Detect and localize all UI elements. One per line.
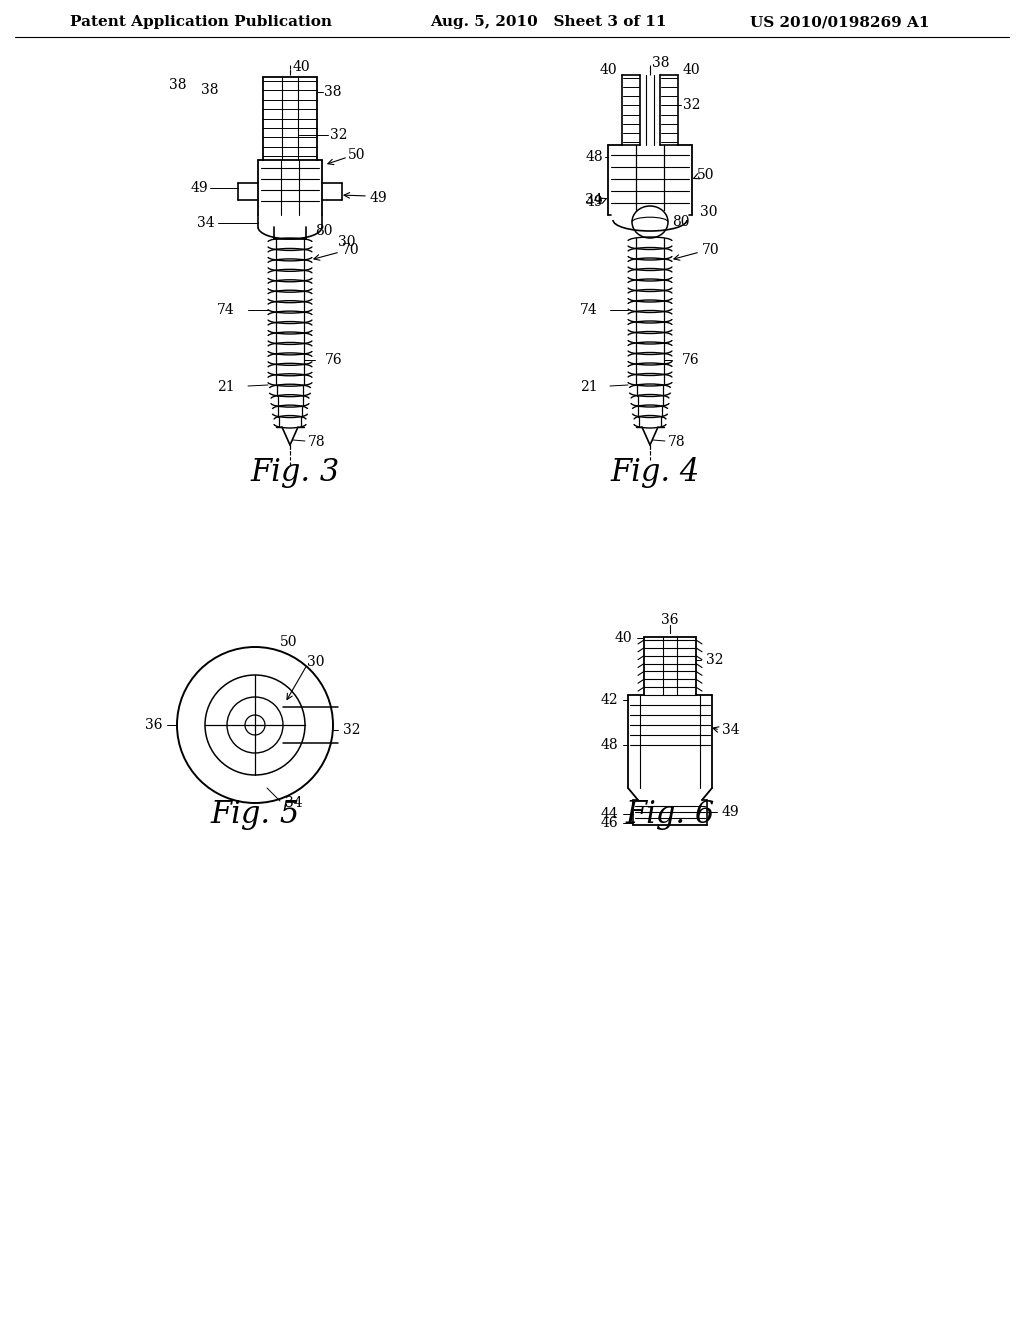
Text: 34: 34 [722,723,739,737]
Text: 80: 80 [315,224,333,238]
Text: 36: 36 [144,718,162,733]
Text: 50: 50 [697,168,715,182]
Text: 70: 70 [702,243,720,257]
Text: Patent Application Publication: Patent Application Publication [70,15,332,29]
Text: 78: 78 [668,436,686,449]
Text: 32: 32 [683,98,700,112]
Text: 21: 21 [217,380,234,393]
Text: 34: 34 [586,193,603,207]
Text: Aug. 5, 2010   Sheet 3 of 11: Aug. 5, 2010 Sheet 3 of 11 [430,15,667,29]
Text: 38: 38 [201,83,218,96]
Text: 48: 48 [600,738,618,752]
Text: 34: 34 [198,216,215,230]
Text: 49: 49 [190,181,208,195]
Text: 49: 49 [722,805,739,818]
Text: 40: 40 [293,59,310,74]
Text: 49: 49 [370,191,388,205]
Text: 40: 40 [599,63,617,77]
Text: 50: 50 [348,148,366,162]
Text: 76: 76 [682,352,699,367]
Text: 30: 30 [700,205,718,219]
Text: Fig. 5: Fig. 5 [210,800,300,830]
Text: 42: 42 [600,693,618,708]
Text: 70: 70 [342,243,359,257]
Text: 38: 38 [652,55,670,70]
Text: 74: 74 [581,304,598,317]
Text: 36: 36 [662,612,679,627]
Text: 44: 44 [600,807,618,821]
Text: 30: 30 [307,655,325,669]
Text: 32: 32 [343,723,360,737]
Text: 78: 78 [308,436,326,449]
Text: 50: 50 [280,635,298,649]
Text: 21: 21 [581,380,598,393]
Text: 46: 46 [600,816,618,830]
Text: 49: 49 [586,195,603,209]
Text: Fig. 4: Fig. 4 [610,457,699,487]
Text: Fig. 6: Fig. 6 [626,800,715,830]
Text: 76: 76 [325,352,343,367]
Text: 38: 38 [170,78,187,92]
Text: 48: 48 [586,150,603,164]
Text: 74: 74 [217,304,234,317]
Text: Fig. 3: Fig. 3 [251,457,340,487]
Text: 34: 34 [285,796,303,810]
Text: 40: 40 [614,631,632,645]
Text: 32: 32 [706,653,724,667]
Text: 30: 30 [338,235,355,249]
Text: US 2010/0198269 A1: US 2010/0198269 A1 [750,15,930,29]
Text: 38: 38 [324,84,341,99]
Text: 40: 40 [683,63,700,77]
Text: 80: 80 [672,215,689,228]
Text: 32: 32 [330,128,347,143]
